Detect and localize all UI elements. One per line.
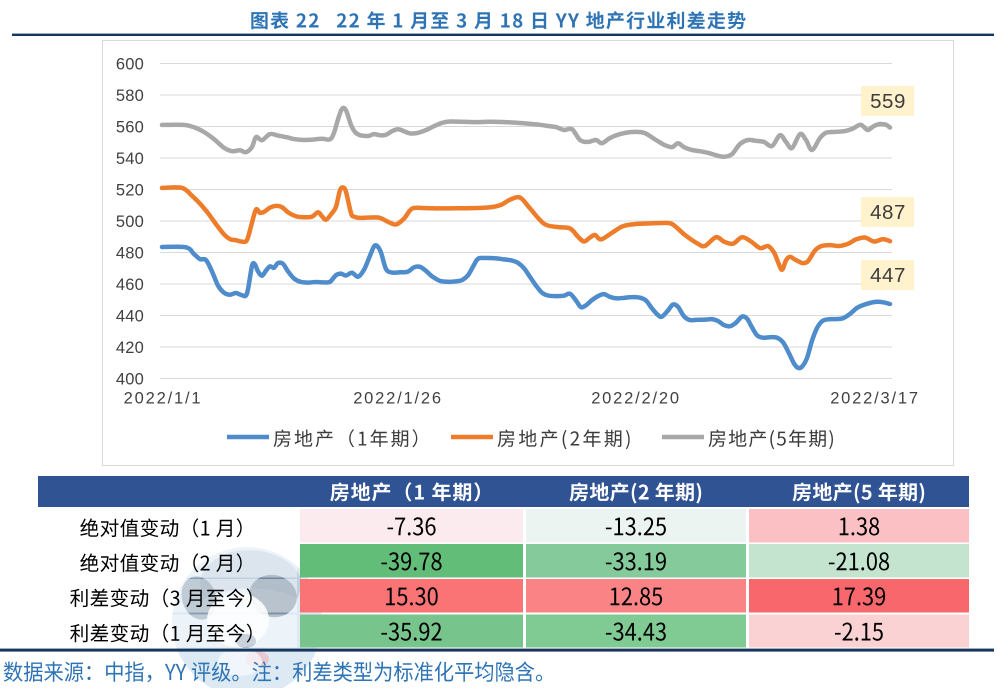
svg-text:500: 500 [116,213,144,231]
svg-text:560: 560 [116,119,144,137]
svg-text:440: 440 [116,308,144,326]
svg-text:520: 520 [116,182,144,200]
svg-text:2022/2/20: 2022/2/20 [591,390,681,408]
svg-text:540: 540 [116,150,144,168]
svg-text:480: 480 [116,245,144,263]
svg-text:400: 400 [116,371,144,389]
svg-text:580: 580 [116,87,144,105]
svg-text:2022/3/17: 2022/3/17 [830,390,920,408]
svg-text:559: 559 [870,90,906,113]
svg-text:447: 447 [870,264,906,287]
svg-text:2022/1/1: 2022/1/1 [124,390,203,408]
svg-text:460: 460 [116,276,144,294]
svg-text:420: 420 [116,339,144,357]
svg-text:600: 600 [116,56,144,74]
svg-text:2022/1/26: 2022/1/26 [353,390,443,408]
svg-text:487: 487 [870,201,906,224]
